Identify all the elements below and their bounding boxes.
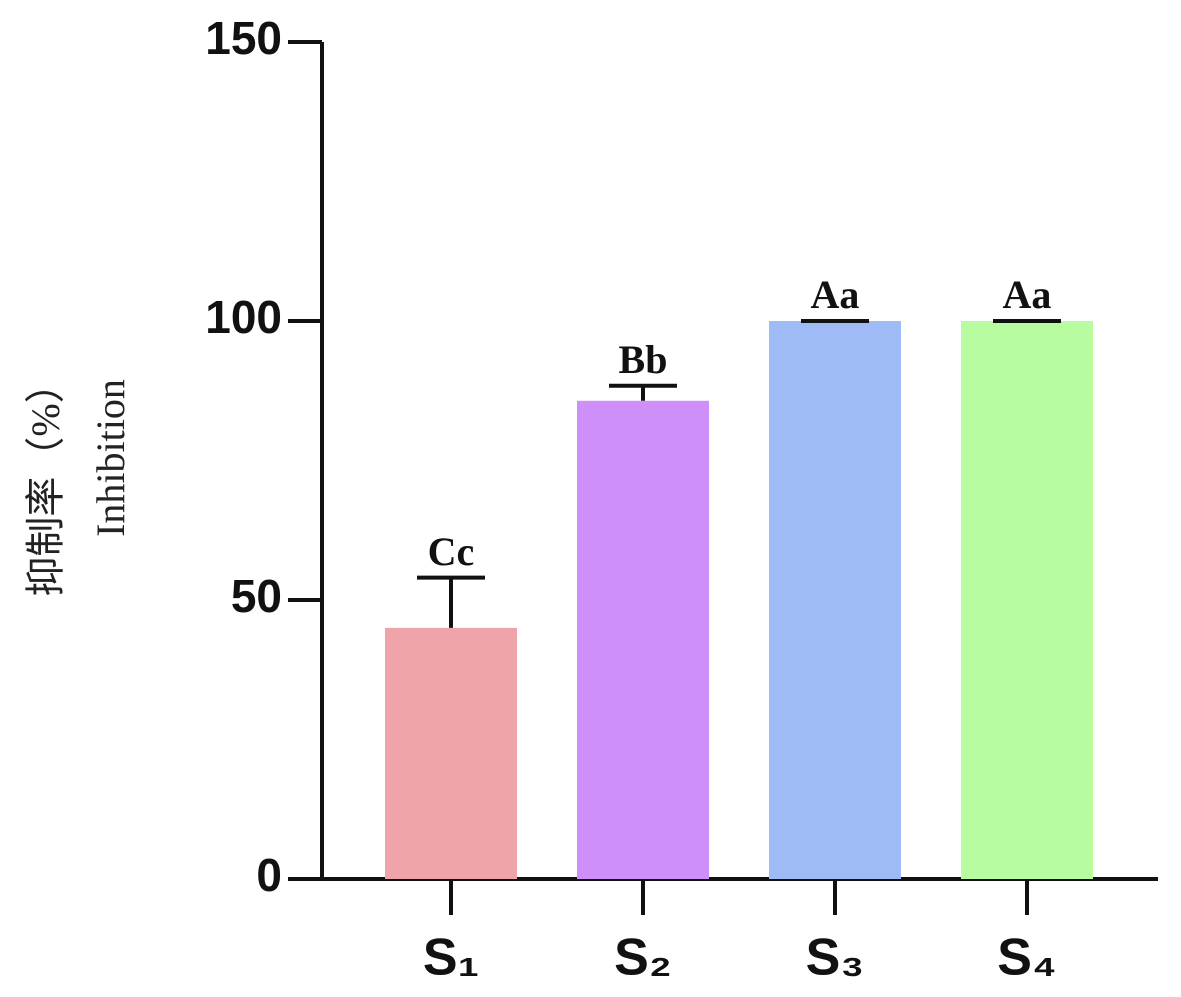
error-bar <box>417 575 485 628</box>
x-tick-label: S₁ <box>423 929 479 987</box>
significance-label: Bb <box>619 337 668 382</box>
bar <box>577 400 709 879</box>
x-tick-label: S₃ <box>806 929 865 987</box>
error-bar <box>609 383 677 401</box>
significance-label: Cc <box>428 529 475 574</box>
y-axis-label: 抑制率（%） <box>23 363 68 596</box>
bar <box>769 321 901 879</box>
y-tick-label: 0 <box>256 849 282 901</box>
significance-label: Aa <box>811 272 860 317</box>
y-axis-label: Inhibition <box>88 379 133 537</box>
y-tick-label: 50 <box>231 570 282 622</box>
x-tick-label: S₄ <box>997 929 1056 987</box>
bar <box>961 321 1093 879</box>
y-tick-label: 150 <box>205 12 282 64</box>
significance-label: Aa <box>1003 272 1052 317</box>
x-tick-label: S₂ <box>614 929 672 987</box>
y-tick-label: 100 <box>205 291 282 343</box>
bar <box>385 627 517 879</box>
